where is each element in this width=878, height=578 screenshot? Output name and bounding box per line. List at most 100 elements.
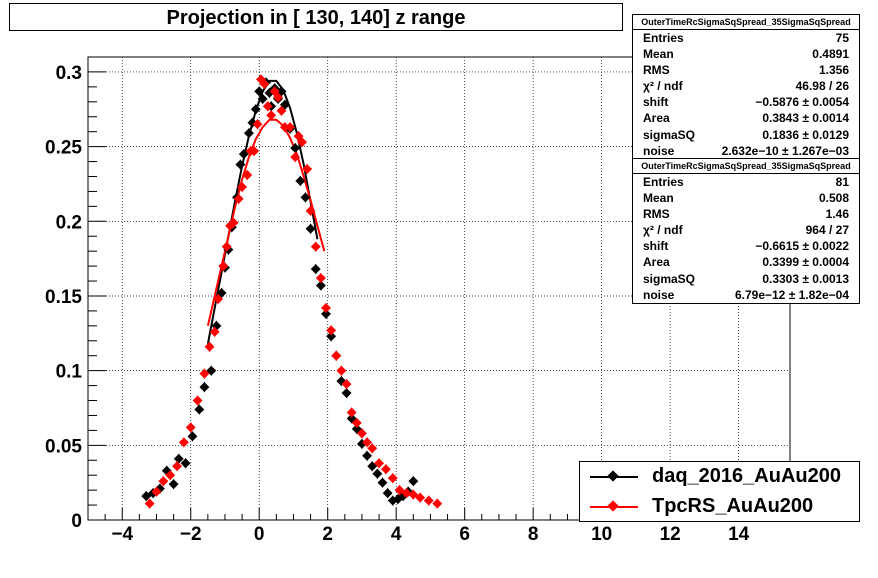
y-tick-label: 0.25: [45, 138, 82, 159]
fit-curves: [206, 79, 326, 344]
data-point: [209, 326, 220, 337]
legend-label: TpcRS_AuAu200: [652, 495, 814, 517]
stats-row: sigmaSQ 0.3303 ± 0.0013: [643, 271, 849, 286]
stats-box-name: OuterTimeRcSigmaSqSpread_35SigmaSqSpread: [633, 159, 859, 174]
legend-item-tpcrs: TpcRS_AuAu200: [580, 492, 859, 522]
data-point: [336, 365, 347, 376]
y-tick-label: 0.05: [45, 436, 82, 457]
data-point: [310, 264, 321, 275]
data-point: [432, 498, 443, 509]
data-point: [235, 159, 246, 170]
data-point: [249, 146, 260, 157]
data-point: [187, 431, 198, 442]
data-point: [233, 193, 244, 204]
data-point: [341, 388, 352, 398]
stats-row: sigmaSQ 0.1836 ± 0.0129: [643, 127, 849, 142]
stats-box-daq: OuterTimeRcSigmaSqSpread_35SigmaSqSpread…: [632, 14, 860, 160]
data-point: [315, 273, 326, 283]
data-point: [362, 437, 373, 448]
data-point: [242, 170, 253, 180]
data-point: [290, 152, 301, 163]
stats-row: Entries 81: [643, 175, 849, 189]
data-point: [415, 492, 426, 503]
y-tick-label: 0.1: [56, 362, 83, 383]
data-point: [326, 331, 337, 342]
legend: daq_2016_AuAu200 TpcRS_AuAu200: [579, 461, 860, 522]
y-tick-label: 0: [71, 511, 82, 532]
x-tick-label: 4: [391, 524, 402, 545]
stats-row: Mean 0.508: [643, 191, 849, 206]
stats-row: noise 6.79e−12 ± 1.82e−04: [643, 287, 849, 302]
fit-curve: [206, 79, 319, 344]
data-point: [305, 205, 316, 216]
data-point: [180, 458, 191, 469]
data-point: [199, 368, 210, 379]
legend-marker: [607, 500, 619, 512]
data-point: [194, 404, 205, 415]
data-point: [351, 417, 362, 428]
y-tick-label: 0.3: [56, 63, 82, 84]
x-tick-label: 2: [322, 524, 333, 545]
data-point: [228, 217, 239, 228]
y-tick-label: 0.15: [45, 287, 82, 308]
x-tick-label: −2: [180, 524, 202, 545]
stats-row: RMS 1.356: [643, 63, 849, 78]
x-tick-label: 0: [254, 524, 265, 545]
data-point: [387, 473, 398, 484]
data-point: [377, 477, 388, 488]
data-point: [382, 488, 393, 499]
legend-marker: [607, 470, 619, 482]
data-point: [372, 468, 383, 479]
data-point: [408, 476, 419, 487]
data-point: [315, 280, 326, 291]
data-point: [341, 379, 352, 390]
data-point: [185, 422, 196, 433]
stats-box-name: OuterTimeRcSigmaSqSpread_35SigmaSqSpread: [633, 15, 859, 30]
data-point: [362, 450, 373, 461]
data-point: [367, 443, 378, 454]
stats-box-tpcrs: OuterTimeRcSigmaSqSpread_35SigmaSqSpread…: [632, 158, 860, 304]
data-point: [199, 382, 210, 393]
data-point: [331, 350, 342, 361]
legend-item-daq: daq_2016_AuAu200: [580, 462, 859, 492]
y-tick-label: 0.2: [56, 212, 82, 233]
x-tick-label: 12: [660, 524, 681, 545]
data-point: [295, 176, 306, 186]
plot-title: Projection in [ 130, 140] z range: [9, 3, 623, 31]
data-point: [204, 341, 215, 352]
data-point: [290, 143, 301, 154]
data-point: [423, 495, 434, 506]
data-point: [326, 325, 337, 336]
data-point: [178, 437, 189, 448]
stats-row: Area 0.3843 ± 0.0014: [643, 111, 849, 126]
stats-row: Entries 75: [643, 31, 849, 45]
data-point: [310, 241, 321, 252]
data-point: [321, 302, 331, 313]
x-tick-label: 8: [528, 524, 539, 545]
data-point: [300, 192, 311, 203]
data-markers: [141, 74, 443, 509]
legend-label: daq_2016_AuAu200: [652, 465, 841, 487]
data-point: [305, 223, 316, 234]
data-point: [221, 241, 232, 252]
data-point: [380, 464, 391, 475]
x-tick-label: 14: [728, 524, 750, 545]
data-point: [213, 294, 224, 304]
fit-curve: [206, 118, 326, 327]
data-point: [346, 407, 357, 418]
data-point: [192, 395, 203, 406]
stats-row: Area 0.3399 ± 0.0004: [643, 255, 849, 270]
data-point: [158, 476, 169, 487]
data-point: [172, 461, 182, 472]
data-point: [168, 479, 179, 490]
data-point: [237, 181, 248, 192]
data-point: [165, 470, 176, 481]
data-point: [357, 428, 367, 439]
data-point: [144, 498, 155, 509]
x-tick-label: 10: [591, 524, 612, 545]
data-point: [243, 128, 254, 139]
x-tick-label: −4: [111, 524, 133, 545]
data-point: [173, 453, 184, 464]
stats-row: χ² / ndf 964 / 27: [643, 223, 849, 238]
stats-row: shift −0.5876 ± 0.0054: [643, 95, 849, 110]
